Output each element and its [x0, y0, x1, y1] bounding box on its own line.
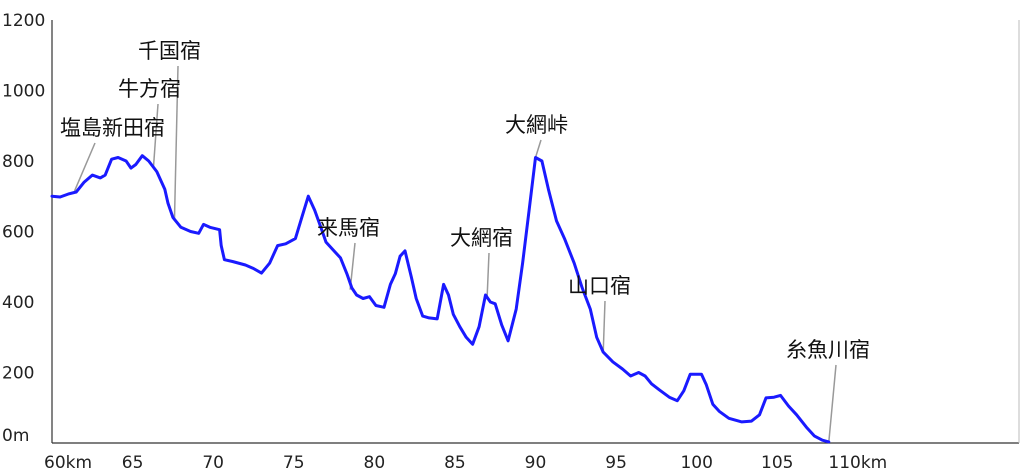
annotation-leader-line [173, 65, 179, 220]
annotation-label: 糸魚川宿 [786, 338, 870, 362]
x-tick-label: 85 [444, 453, 466, 473]
annotation-label: 山口宿 [568, 274, 631, 298]
annotation-label: 千国宿 [138, 39, 201, 63]
y-tick-label: 400 [2, 293, 34, 313]
series-layer [50, 154, 831, 444]
y-tick-label: 200 [2, 364, 34, 384]
y-tick-label: 800 [2, 152, 34, 172]
annotation-leader-line [152, 103, 159, 167]
x-tick-label: 110km [828, 453, 887, 473]
elevation-series-line [50, 154, 831, 444]
annotation-leader-line [73, 142, 96, 192]
axes [51, 20, 1020, 444]
x-tick-label: 95 [605, 453, 627, 473]
annotation-leader-line [602, 300, 606, 354]
x-tick-label: 90 [525, 453, 547, 473]
annotation-leader-line [486, 252, 490, 297]
annotation-label: 大網宿 [450, 226, 513, 250]
tick-labels: 0m 200 400 600 800 1000 1200 60km 65 70 75 80 85 90 95… [2, 11, 887, 473]
annotation-label: 塩島新田宿 [60, 116, 165, 140]
annotation-label: 牛方宿 [118, 77, 181, 101]
x-tick-label: 80 [364, 453, 386, 473]
annotation-label: 大網峠 [505, 113, 568, 137]
x-tick-label: 60km [44, 453, 92, 473]
x-tick-label: 70 [202, 453, 224, 473]
y-tick-label: 0m [2, 426, 29, 446]
x-tick-label: 100 [680, 453, 712, 473]
y-tick-label: 1200 [2, 11, 45, 31]
x-tick-label: 65 [122, 453, 144, 473]
annotation-leader-line [534, 139, 542, 158]
x-tick-label: 75 [283, 453, 305, 473]
x-tick-label: 105 [761, 453, 793, 473]
y-tick-label: 1000 [2, 82, 45, 102]
annotation-leader-line [828, 364, 837, 443]
y-tick-label: 600 [2, 223, 34, 243]
annotation-label: 来馬宿 [317, 216, 380, 240]
